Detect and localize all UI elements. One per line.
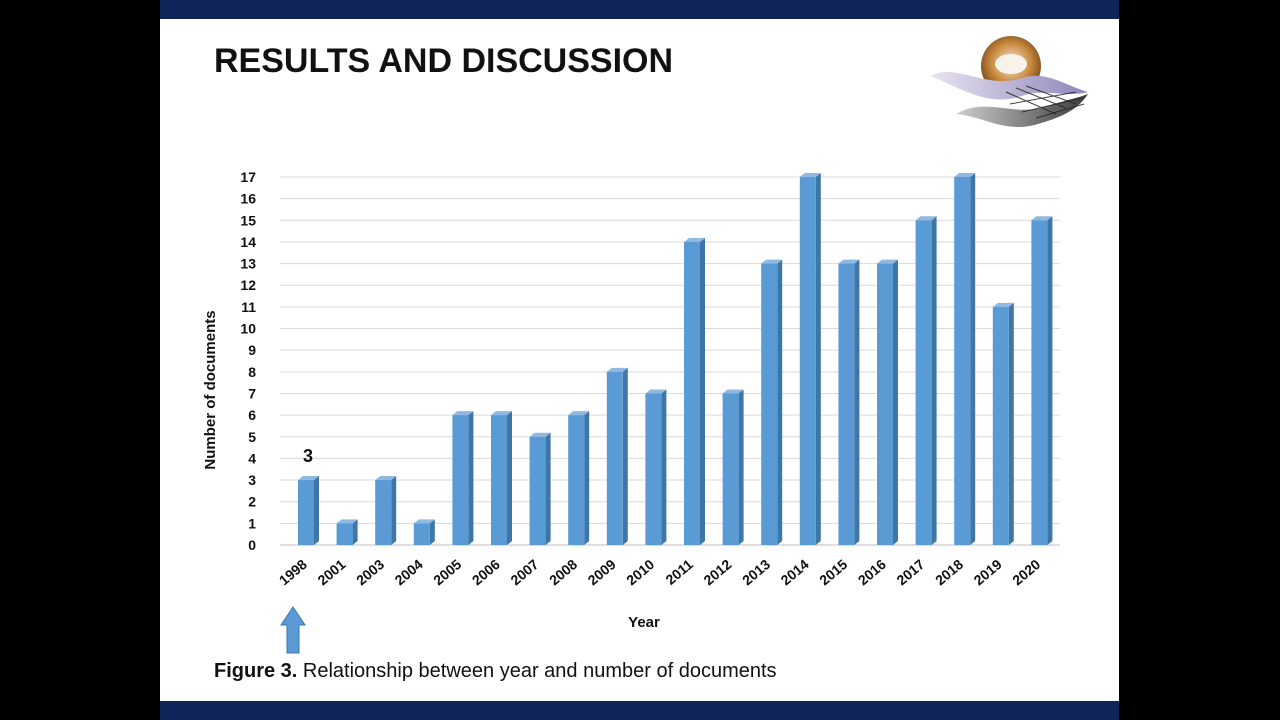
slide-title: RESULTS AND DISCUSSION <box>214 42 674 80</box>
y-tick-label: 10 <box>240 321 256 337</box>
y-tick-label: 17 <box>240 169 256 185</box>
bar-2012 <box>722 389 744 545</box>
bar-2017 <box>915 216 937 545</box>
x-tick-label: 2004 <box>392 556 426 588</box>
x-tick-label: 2015 <box>816 556 850 588</box>
figure-caption: Figure 3. Relationship between year and … <box>214 660 777 683</box>
bar-2010 <box>645 389 667 545</box>
x-tick-label: 2016 <box>855 556 889 588</box>
header-bar <box>160 0 1119 19</box>
y-tick-label: 12 <box>240 277 256 293</box>
y-axis-title: Number of documents <box>202 310 219 469</box>
slide: RESULTS AND DISCUSSION <box>160 0 1119 720</box>
bar-2019 <box>992 302 1014 545</box>
x-tick-label: 2003 <box>353 556 387 588</box>
bar-2004 <box>413 519 435 545</box>
y-tick-label: 0 <box>248 537 256 553</box>
bar-2013 <box>761 259 783 545</box>
y-tick-label: 16 <box>240 191 256 207</box>
bar-2006 <box>491 411 512 545</box>
y-tick-label: 15 <box>240 212 256 228</box>
y-tick-label: 9 <box>248 342 256 358</box>
y-tick-label: 7 <box>248 385 256 401</box>
bar-2016 <box>877 259 898 545</box>
x-tick-label: 2017 <box>893 556 927 588</box>
x-tick-label: 2019 <box>971 556 1005 588</box>
decorative-logo-image <box>930 36 1088 128</box>
y-tick-label: 11 <box>241 299 256 315</box>
y-tick-label: 13 <box>240 256 256 272</box>
x-tick-label: 1998 <box>276 556 310 588</box>
bar-1998 <box>298 476 319 545</box>
bar-2001 <box>336 519 358 545</box>
bar-2007 <box>529 432 551 545</box>
x-tick-label: 2006 <box>469 556 503 588</box>
bar-2005 <box>452 411 474 545</box>
x-tick-label: 2020 <box>1009 556 1043 588</box>
x-tick-label: 2005 <box>430 556 464 588</box>
bar-2020 <box>1031 216 1053 545</box>
x-axis-title: Year <box>628 614 660 631</box>
bar-2015 <box>838 259 860 545</box>
x-tick-label: 2013 <box>739 556 773 588</box>
x-tick-label: 2011 <box>662 556 696 588</box>
x-tick-label: 2008 <box>546 556 580 588</box>
gridlines <box>280 176 1060 546</box>
bar-2014 <box>799 173 821 545</box>
figure-caption-text: Relationship between year and number of … <box>297 660 777 682</box>
bar-2011 <box>684 237 705 546</box>
figure-number: Figure 3. <box>214 660 298 682</box>
y-tick-label: 4 <box>248 450 256 466</box>
data-label: 3 <box>303 446 313 466</box>
bar-2003 <box>375 476 397 545</box>
x-tick-labels: 1998 2001 2003 2004 2005 2006 2007 2008 2009 2010… <box>276 556 1044 588</box>
x-tick-label: 2007 <box>507 556 541 588</box>
bar-2008 <box>568 411 590 545</box>
y-tick-label: 1 <box>248 515 256 531</box>
x-tick-label: 2001 <box>314 556 348 588</box>
x-tick-label: 2012 <box>700 556 734 588</box>
footer-bar <box>160 701 1119 720</box>
bars <box>298 173 1053 546</box>
up-arrow-icon <box>280 606 306 654</box>
y-tick-label: 14 <box>240 234 256 250</box>
y-tick-label: 3 <box>248 472 256 488</box>
y-tick-label: 6 <box>248 407 256 423</box>
x-tick-label: 2018 <box>932 556 966 588</box>
y-tick-label: 2 <box>248 494 256 510</box>
annotations: 3 <box>280 446 313 654</box>
bar-2018 <box>954 173 976 545</box>
x-tick-label: 2009 <box>585 556 619 588</box>
x-tick-label: 2010 <box>623 556 657 588</box>
y-tick-label: 5 <box>248 429 256 445</box>
bar-2009 <box>606 367 628 545</box>
y-tick-label: 8 <box>248 364 256 380</box>
x-tick-label: 2014 <box>778 556 812 588</box>
